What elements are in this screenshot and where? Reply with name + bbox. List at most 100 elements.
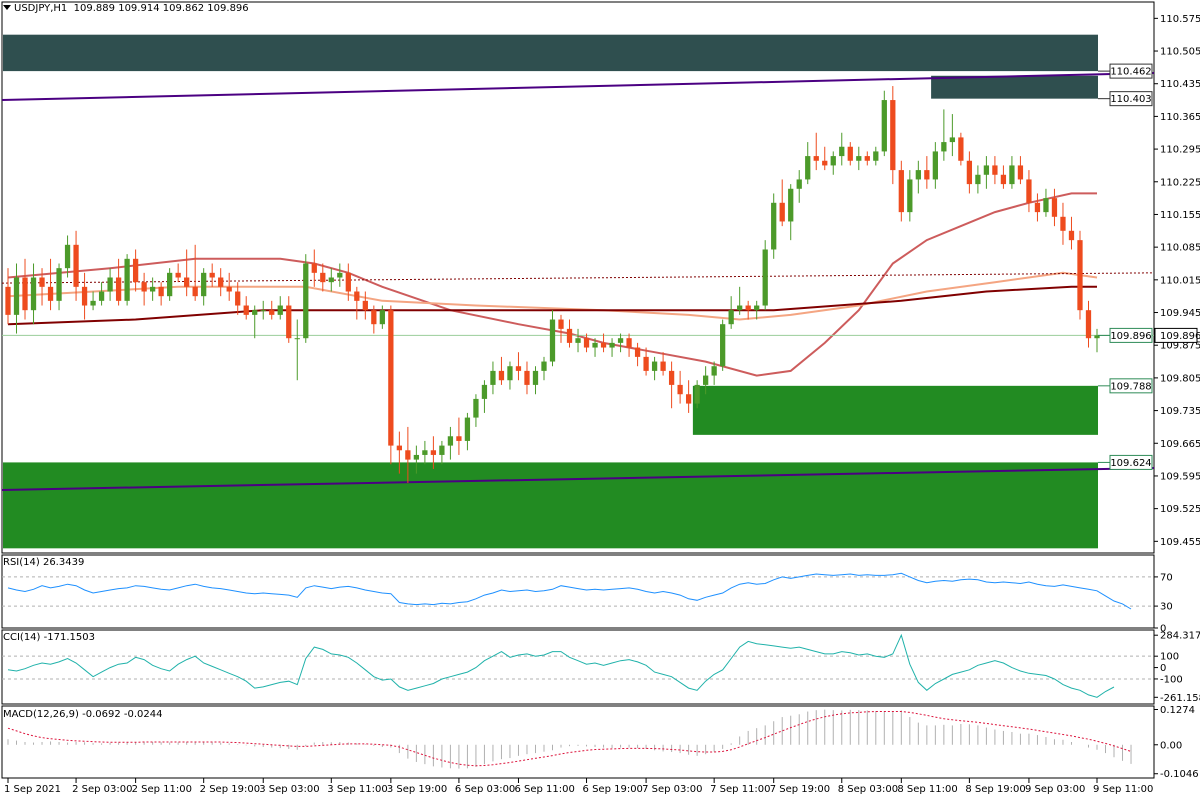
- candle-body: [1094, 335, 1100, 339]
- dropdown-caret-icon[interactable]: [3, 5, 11, 10]
- candle-body: [30, 277, 37, 311]
- candle: [90, 291, 96, 311]
- candle: [192, 244, 198, 301]
- price-level-label: 109.896: [1098, 327, 1153, 343]
- candle-body: [609, 342, 615, 348]
- candle: [294, 319, 300, 381]
- candle: [847, 142, 853, 166]
- candle: [473, 394, 479, 427]
- candle-body: [847, 146, 853, 161]
- candle-body: [167, 272, 173, 297]
- candle: [47, 258, 54, 311]
- candle: [243, 296, 249, 320]
- candle: [405, 426, 411, 483]
- candle-body: [1085, 310, 1092, 339]
- candle: [260, 300, 266, 320]
- candle: [328, 268, 334, 292]
- price-level-box: [1109, 454, 1153, 470]
- rsi-tick-label: 70: [1160, 572, 1173, 583]
- time-tick-label: 3 Sep 11:00: [327, 784, 387, 795]
- price-tick-label: 110.295: [1160, 145, 1200, 156]
- candle: [668, 361, 675, 409]
- candle: [303, 254, 309, 343]
- candle-body: [481, 384, 488, 399]
- candle: [703, 366, 709, 395]
- candle: [218, 268, 224, 297]
- price-tick-label: 109.665: [1160, 439, 1200, 450]
- candle-body: [405, 450, 411, 460]
- candle: [5, 268, 11, 325]
- candle-body: [728, 310, 734, 325]
- price-tick-label: 110.575: [1160, 14, 1200, 25]
- candle-body: [524, 370, 530, 385]
- price-tick-label: 109.455: [1160, 537, 1200, 548]
- candle: [720, 319, 726, 371]
- rsi-tick-label: 30: [1160, 602, 1173, 613]
- candle: [864, 151, 870, 166]
- support-zone-2: [692, 385, 1098, 435]
- price-tick-label: 110.155: [1160, 210, 1200, 221]
- candle: [447, 426, 454, 460]
- price-tick-label: 109.595: [1160, 471, 1200, 482]
- candle: [1051, 188, 1058, 227]
- candle-body: [958, 137, 964, 161]
- candle-body: [932, 151, 938, 180]
- candle-body: [447, 436, 454, 446]
- candle: [754, 300, 760, 320]
- candle-body: [13, 277, 20, 315]
- candle-body: [337, 272, 343, 278]
- candle-body: [898, 170, 904, 213]
- time-tick-label: 2 Sep 03:00: [72, 784, 132, 795]
- candle-body: [1077, 240, 1083, 311]
- time-tick-label: 6 Sep 11:00: [514, 784, 574, 795]
- candle: [771, 193, 777, 259]
- candle-body: [115, 277, 122, 301]
- time-tick-label: 3 Sep 03:00: [259, 784, 319, 795]
- candle: [541, 356, 547, 381]
- time-tick-label: 6 Sep 19:00: [583, 784, 643, 795]
- cci-line: [7, 633, 1115, 698]
- candle: [924, 156, 930, 189]
- candle-body: [864, 156, 870, 161]
- candle: [141, 272, 147, 306]
- candle: [873, 146, 879, 166]
- price-tick-label: 110.085: [1160, 243, 1200, 254]
- candle: [634, 342, 641, 367]
- candle-body: [218, 277, 224, 287]
- candle: [456, 417, 462, 455]
- rsi-line: [7, 572, 1132, 610]
- time-tick-label: 1 Sep 2021: [4, 784, 61, 795]
- price-tick-label: 109.805: [1160, 373, 1200, 384]
- candle: [209, 263, 215, 287]
- candle: [583, 333, 590, 353]
- candle-body: [1068, 230, 1075, 241]
- candle: [881, 90, 887, 157]
- candle-body: [1017, 165, 1024, 180]
- candle-body: [694, 384, 700, 404]
- candle-body: [124, 258, 130, 301]
- symbol-timeframe: USDJPY,H1: [14, 3, 68, 14]
- candle: [813, 132, 819, 171]
- price-level-box: [1109, 63, 1153, 79]
- candle: [371, 305, 377, 334]
- candle-body: [439, 445, 445, 455]
- main-plot: 110.462 110.403 109.896 109.788 109.624: [1, 34, 1155, 549]
- candle: [1026, 170, 1032, 213]
- cci-tick-label: 100: [1160, 652, 1179, 663]
- candle: [685, 380, 692, 413]
- price-level-text: 109.896: [1110, 331, 1151, 342]
- price-tick-label: 109.735: [1160, 406, 1200, 417]
- candle-body: [830, 156, 836, 166]
- candle: [958, 132, 964, 166]
- price-tick-label: 110.505: [1160, 47, 1200, 58]
- candle-body: [924, 170, 930, 180]
- candle: [524, 361, 530, 395]
- candle: [1043, 188, 1049, 217]
- candle-body: [592, 342, 598, 348]
- macd-tick-label: -0.1046: [1160, 769, 1199, 780]
- ohlc-low: 109.862: [162, 3, 205, 14]
- price-tick-label: 110.015: [1160, 275, 1200, 286]
- moving-average-line-1: [7, 271, 1098, 321]
